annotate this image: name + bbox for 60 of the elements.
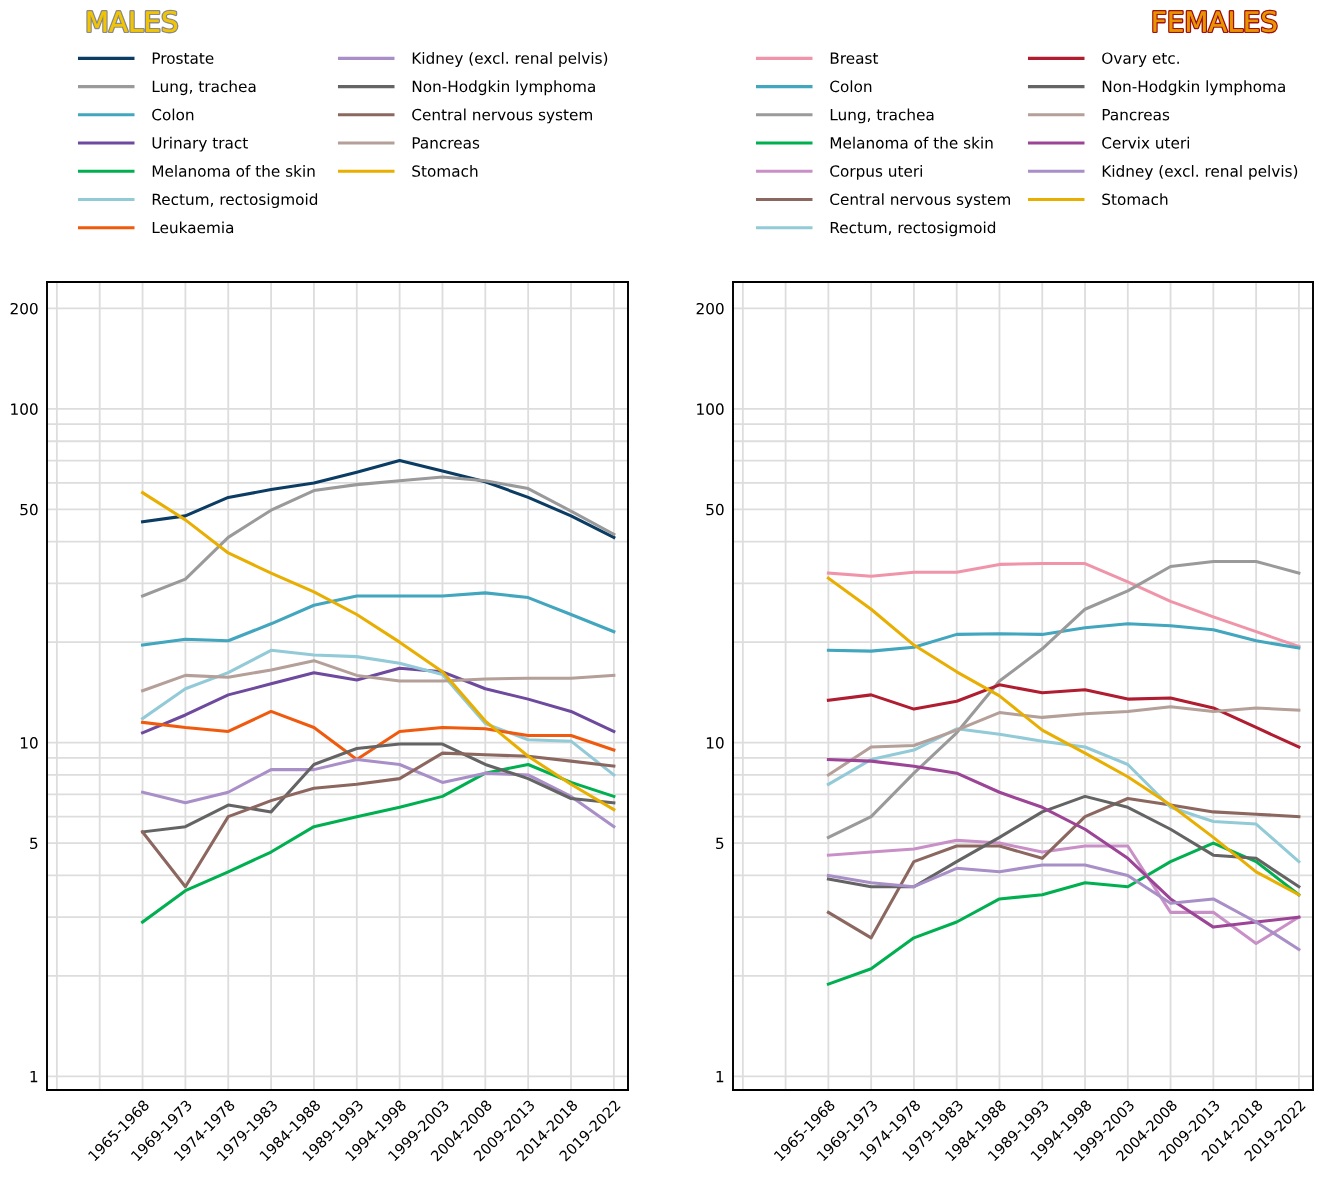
line-series [826, 794, 1301, 889]
line-series [826, 622, 1301, 653]
y-tick-label: 100 [11, 403, 38, 415]
legend-label: Kidney (excl. renal pelvis) [412, 52, 608, 67]
line-series [141, 659, 616, 693]
line-series [141, 666, 616, 735]
legend-label: Melanoma of the skin [152, 165, 315, 177]
legend-label: Lung, trachea [152, 80, 256, 96]
legend-label: Rectum, rectosigmoid [152, 193, 318, 209]
legend-label: Kidney (excl. renal pelvis) [1102, 165, 1298, 180]
line-series [141, 751, 616, 889]
y-tick-label: 100 [697, 403, 724, 415]
line-series [141, 459, 616, 539]
line-series [826, 796, 1301, 940]
y-tick-label: 1 [716, 1071, 724, 1083]
legend-label: Prostate [152, 52, 214, 64]
legend-label: Colon [152, 108, 194, 121]
line-series [826, 562, 1301, 649]
y-tick-label: 5 [716, 837, 724, 850]
line-series [826, 757, 1301, 929]
line-series [141, 591, 616, 647]
chart-title: MALES [87, 11, 178, 33]
line-series [826, 576, 1301, 897]
legend-label: Melanoma of the skin [830, 136, 993, 149]
y-tick-label: 10 [20, 737, 38, 749]
line-series [826, 705, 1301, 777]
legend-label: Non-Hodgkin lymphoma [412, 80, 595, 96]
line-series [826, 863, 1301, 951]
line-series [141, 491, 616, 812]
line-series [141, 742, 616, 834]
line-series [826, 559, 1301, 839]
legend-label: Breast [830, 52, 879, 64]
legend-label: Rectum, rectosigmoid [830, 221, 996, 237]
y-tick-label: 1 [30, 1071, 38, 1083]
legend-label: Stomach [1102, 193, 1168, 206]
y-tick-label: 10 [706, 737, 724, 749]
line-series [141, 709, 616, 762]
legend-label: Urinary tract [152, 136, 248, 152]
legend-label: Ovary etc. [1102, 52, 1179, 67]
legend-label: Central nervous system [412, 108, 592, 124]
line-series [141, 757, 616, 829]
legend-label: Pancreas [1102, 109, 1170, 121]
legend-label: Non-Hodgkin lymphoma [1102, 80, 1285, 96]
y-tick-label: 5 [30, 837, 38, 850]
chart-title: FEMALES [1153, 11, 1277, 33]
legend-label: Leukaemia [152, 221, 234, 234]
legend-label: Stomach [412, 165, 478, 177]
legend-label: Cervix uteri [1102, 136, 1189, 149]
y-tick-label: 50 [20, 503, 38, 516]
legend-label: Colon [830, 80, 872, 93]
y-tick-label: 50 [706, 503, 724, 516]
line-series [141, 762, 616, 924]
line-series [141, 475, 616, 598]
y-tick-label: 200 [696, 302, 724, 315]
legend-label: Lung, trachea [830, 108, 934, 124]
line-series [826, 683, 1301, 749]
legend-label: Central nervous system [830, 193, 1010, 209]
y-tick-label: 200 [10, 302, 38, 315]
legend-label: Corpus uteri [830, 165, 922, 180]
legend-label: Pancreas [412, 137, 480, 149]
